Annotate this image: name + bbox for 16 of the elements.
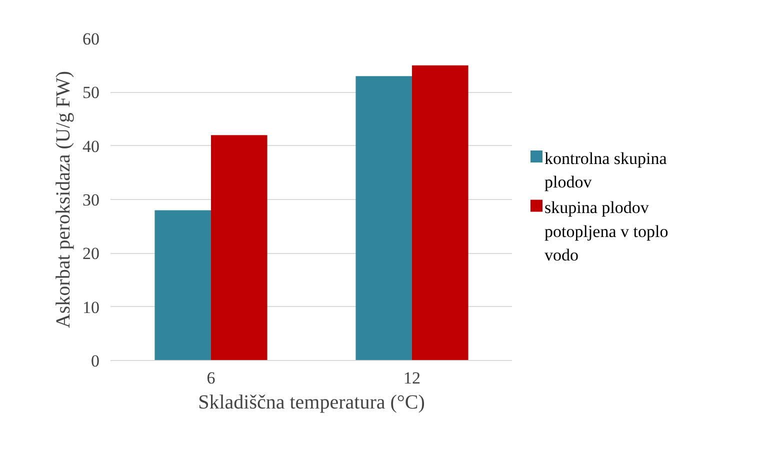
y-tick-label: 20 <box>82 244 100 264</box>
y-tick-label: 0 <box>91 352 100 370</box>
bar <box>412 65 468 360</box>
legend-label: skupina plodov potopljena v toplo vodo <box>544 198 668 265</box>
y-tick-label: 10 <box>82 298 100 317</box>
bar <box>211 135 268 360</box>
y-tick-label: 40 <box>82 136 100 156</box>
bar <box>154 210 211 360</box>
bar <box>356 76 412 360</box>
y-tick-label: 50 <box>82 83 100 102</box>
y-tick-label: 60 <box>82 30 100 48</box>
x-tick-label: 12 <box>404 368 420 388</box>
y-axis-title: Askorbat peroksidaza (U/g FW) <box>52 70 74 328</box>
y-tick-label: 30 <box>82 190 100 210</box>
x-tick-label: 6 <box>206 368 216 388</box>
x-axis-title: Skladiščna temperatura (°C) <box>198 392 425 414</box>
